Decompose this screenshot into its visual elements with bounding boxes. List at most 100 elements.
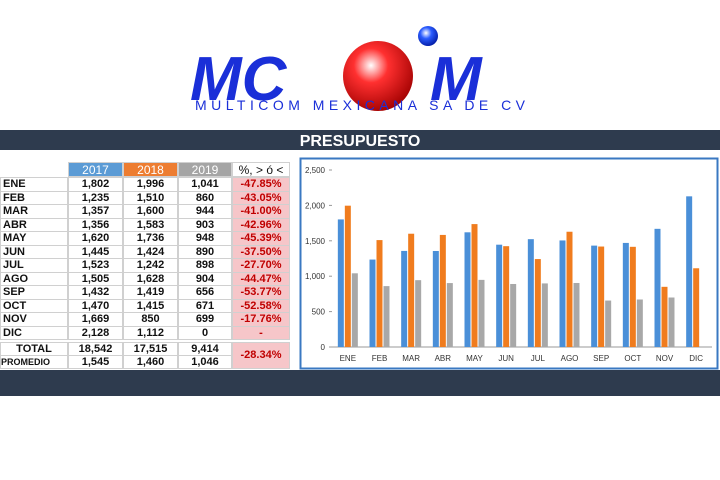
bar xyxy=(510,283,517,347)
row-label: JUL xyxy=(0,258,68,273)
bar xyxy=(401,250,408,347)
bar xyxy=(598,246,605,347)
row-label: AGO xyxy=(0,271,68,286)
table-cell: 656 xyxy=(178,285,232,300)
row-label: ENE xyxy=(0,177,68,192)
table-cell: 1,041 xyxy=(178,177,232,192)
bar xyxy=(383,286,390,347)
table-cell: 1,357 xyxy=(68,204,123,219)
row-label: PROMEDIO xyxy=(0,355,68,369)
x-tick-label: AGO xyxy=(561,354,579,363)
table-cell: 860 xyxy=(178,190,232,205)
bar xyxy=(605,300,612,347)
table-cell: 1,996 xyxy=(123,177,178,192)
column-header: 2018 xyxy=(123,162,178,177)
title-bar xyxy=(0,130,720,150)
table-cell: 1,505 xyxy=(68,271,123,286)
table-cell: 1,510 xyxy=(123,190,178,205)
table-cell: 1,669 xyxy=(68,312,123,327)
bar xyxy=(496,244,503,347)
table-cell: 1,415 xyxy=(123,298,178,313)
bar xyxy=(654,228,661,347)
y-tick-label: 2,500 xyxy=(305,166,326,175)
bar xyxy=(344,205,351,347)
table-cell: 890 xyxy=(178,244,232,259)
x-tick-label: FEB xyxy=(372,354,388,363)
table-cell: 671 xyxy=(178,298,232,313)
bar xyxy=(541,283,548,347)
table-cell: 903 xyxy=(178,217,232,232)
table-cell: 1,356 xyxy=(68,217,123,232)
table-cell: 1,470 xyxy=(68,298,123,313)
x-tick-label: OCT xyxy=(624,354,641,363)
row-label: JUN xyxy=(0,244,68,259)
table-cell: 1,419 xyxy=(123,285,178,300)
column-header: 2017 xyxy=(68,162,123,177)
x-tick-label: ENE xyxy=(340,354,356,363)
table-cell: 1,235 xyxy=(68,190,123,205)
bar xyxy=(527,239,534,347)
x-tick-label: NOV xyxy=(656,354,674,363)
chart: 0 500 1,000 1,500 2,000 2,500 ENE FEB MAR ABR MAY J… xyxy=(305,166,712,363)
table-cell: 0 xyxy=(178,325,232,340)
bar xyxy=(636,299,643,347)
x-tick-label: JUL xyxy=(531,354,546,363)
x-tick-label: SEP xyxy=(593,354,609,363)
bar xyxy=(661,286,668,347)
bar xyxy=(337,219,344,347)
table-cell: -27.70% xyxy=(232,258,290,273)
table-cell: 1,432 xyxy=(68,285,123,300)
logo-dot xyxy=(418,26,438,46)
table-cell: -45.39% xyxy=(232,231,290,246)
y-tick-label: 1,000 xyxy=(305,272,326,281)
table-cell: -52.58% xyxy=(232,298,290,313)
y-tick-label: 2,000 xyxy=(305,201,326,210)
x-tick-label: MAY xyxy=(466,354,483,363)
table-cell: 1,046 xyxy=(178,355,232,369)
bar xyxy=(591,245,598,347)
table-cell: 2,128 xyxy=(68,325,123,340)
row-label: MAR xyxy=(0,204,68,219)
bar xyxy=(686,196,693,347)
table-cell: 1,112 xyxy=(123,325,178,340)
bar xyxy=(668,297,675,347)
logo-right: M xyxy=(430,45,483,114)
table-cell: 944 xyxy=(178,204,232,219)
x-tick-label: JUN xyxy=(498,354,514,363)
bar xyxy=(369,259,376,347)
table-cell: 850 xyxy=(123,312,178,327)
table-cell: 1,628 xyxy=(123,271,178,286)
row-label: ABR xyxy=(0,217,68,232)
row-label: FEB xyxy=(0,190,68,205)
bar xyxy=(534,259,541,347)
bar xyxy=(408,233,415,347)
x-tick-label: DIC xyxy=(689,354,703,363)
table-cell: 9,414 xyxy=(178,342,232,356)
bar xyxy=(439,234,446,347)
table-cell: 904 xyxy=(178,271,232,286)
table-cell: 1,802 xyxy=(68,177,123,192)
column-header: 2019 xyxy=(178,162,232,177)
bar xyxy=(415,280,422,347)
row-label: SEP xyxy=(0,285,68,300)
y-tick-label: 500 xyxy=(312,308,326,317)
table-cell: 1,445 xyxy=(68,244,123,259)
table-cell: 699 xyxy=(178,312,232,327)
logo-subtitle: MULTICOM MEXICANA SA DE CV xyxy=(195,97,526,113)
table-cell: 948 xyxy=(178,231,232,246)
table-cell: -47.85% xyxy=(232,177,290,192)
bar xyxy=(566,231,573,347)
table-cell: 1,460 xyxy=(123,355,178,369)
table-cell: 18,542 xyxy=(68,342,123,356)
table-cell: -53.77% xyxy=(232,285,290,300)
bar xyxy=(432,250,439,347)
title: PRESUPUESTO xyxy=(300,133,421,150)
table-cell: 1,600 xyxy=(123,204,178,219)
table-cell: 1,583 xyxy=(123,217,178,232)
bar xyxy=(503,246,510,347)
table-cell: 1,242 xyxy=(123,258,178,273)
bar xyxy=(573,282,580,347)
row-label: NOV xyxy=(0,312,68,327)
